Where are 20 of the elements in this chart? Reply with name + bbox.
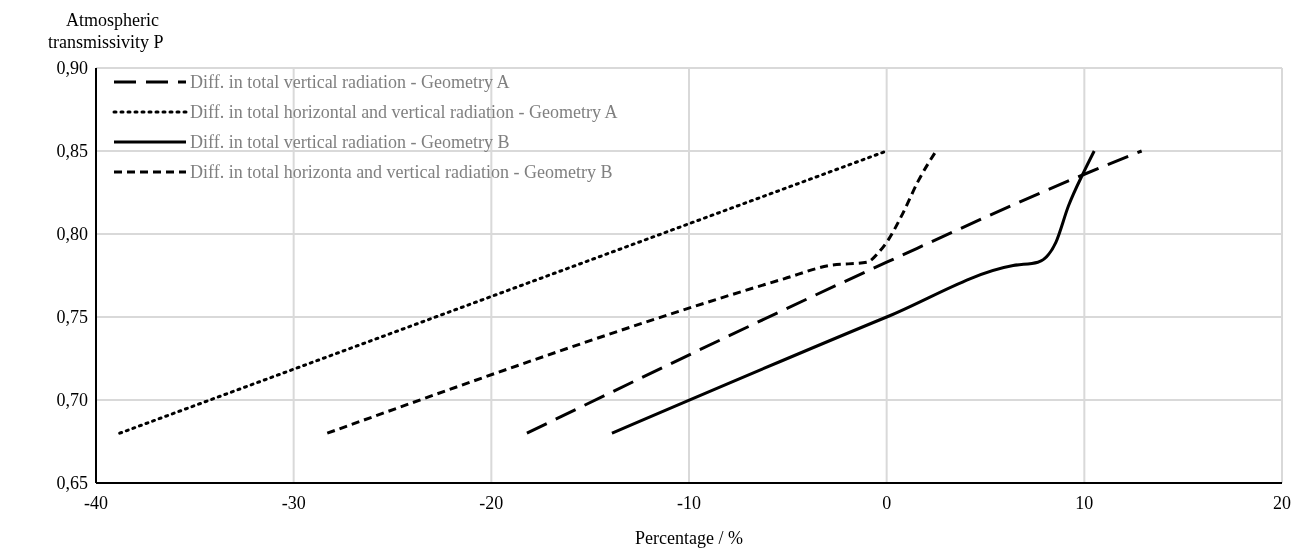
legend-label: Diff. in total vertical radiation - Geometry B [190, 132, 510, 153]
x-tick-label: -10 [677, 493, 701, 513]
y-tick-label: 0,90 [56, 58, 88, 79]
x-tick-label: 10 [1075, 493, 1094, 513]
x-tick-label: 0 [882, 493, 892, 513]
x-tick-label: 20 [1273, 493, 1291, 513]
x-tick-label: -40 [84, 493, 108, 513]
x-tick-label: -30 [281, 493, 306, 513]
x-tick-label: -20 [479, 493, 504, 513]
legend-label: Diff. in total horizontal and vertical radiation - Geometry A [190, 102, 618, 123]
y-axis-title: Atmospheric transmissivity P [48, 10, 164, 52]
y-tick-label: 0,85 [56, 141, 88, 162]
legend-label: Diff. in total horizonta and vertical radiation - Geometry B [190, 162, 613, 183]
y-tick-label: 0,65 [56, 473, 88, 494]
y-tick-label: 0,70 [56, 390, 88, 411]
y-tick-label: 0,80 [56, 224, 88, 245]
legend-label: Diff. in total vertical radiation - Geometry A [190, 72, 510, 93]
y-tick-label: 0,75 [56, 307, 88, 328]
line-series [525, 149, 1144, 435]
x-axis-title: Percentage / % [635, 528, 743, 548]
